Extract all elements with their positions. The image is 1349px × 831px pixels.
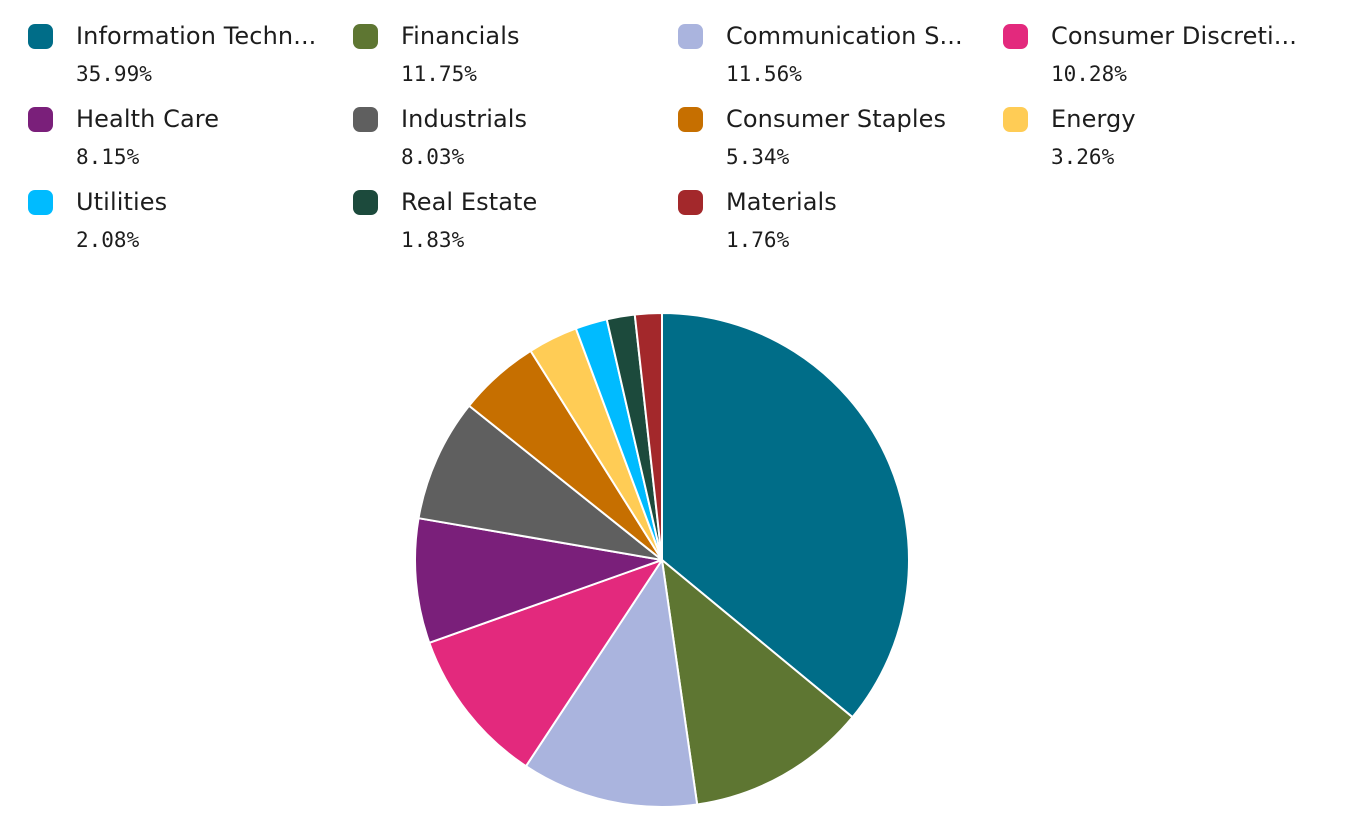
legend-label: Energy [1051, 105, 1136, 133]
legend-value: 8.03% [401, 145, 465, 169]
legend-value: 35.99% [76, 62, 152, 86]
pie-slice-financials[interactable] [661, 559, 854, 806]
chart-legend: Information Techn... 35.99% Financials 1… [28, 18, 1328, 268]
legend-label: Information Techn... [76, 22, 317, 50]
legend-swatch [28, 190, 53, 215]
legend-item-information-technology[interactable]: Information Techn... 35.99% [28, 18, 328, 88]
legend-item-energy[interactable]: Energy 3.26% [1003, 101, 1303, 171]
legend-swatch [28, 24, 53, 49]
legend-value: 5.34% [726, 145, 790, 169]
legend-swatch [1003, 24, 1028, 49]
legend-label: Utilities [76, 188, 168, 216]
legend-value: 2.08% [76, 228, 140, 252]
legend-item-industrials[interactable]: Industrials 8.03% [353, 101, 653, 171]
legend-label: Consumer Staples [726, 105, 947, 133]
legend-item-consumer-discretionary[interactable]: Consumer Discreti... 10.28% [1003, 18, 1303, 88]
legend-value: 1.76% [726, 228, 790, 252]
pie-slice-health-care[interactable] [414, 517, 663, 644]
legend-swatch [678, 107, 703, 132]
legend-swatch [1003, 107, 1028, 132]
legend-value: 8.15% [76, 145, 140, 169]
legend-value: 11.56% [726, 62, 802, 86]
legend-swatch [353, 190, 378, 215]
legend-value: 10.28% [1051, 62, 1127, 86]
legend-label: Financials [401, 22, 520, 50]
legend-item-utilities[interactable]: Utilities 2.08% [28, 184, 328, 254]
legend-label: Materials [726, 188, 837, 216]
legend-item-real-estate[interactable]: Real Estate 1.83% [353, 184, 653, 254]
pie-slice-information-techn[interactable] [661, 312, 910, 719]
legend-item-communication-services[interactable]: Communication S... 11.56% [678, 18, 978, 88]
pie-chart-container [410, 308, 914, 812]
legend-item-consumer-staples[interactable]: Consumer Staples 5.34% [678, 101, 978, 171]
legend-value: 3.26% [1051, 145, 1115, 169]
legend-label: Industrials [401, 105, 528, 133]
pie-slice-communication-s[interactable] [524, 559, 699, 808]
legend-item-health-care[interactable]: Health Care 8.15% [28, 101, 328, 171]
legend-swatch [28, 107, 53, 132]
legend-item-financials[interactable]: Financials 11.75% [353, 18, 653, 88]
legend-swatch [678, 24, 703, 49]
legend-swatch [678, 190, 703, 215]
pie-slice-materials[interactable] [633, 312, 663, 561]
legend-swatch [353, 24, 378, 49]
legend-value: 11.75% [401, 62, 477, 86]
legend-label: Real Estate [401, 188, 538, 216]
legend-value: 1.83% [401, 228, 465, 252]
legend-label: Health Care [76, 105, 220, 133]
legend-swatch [353, 107, 378, 132]
pie-slice-industrials[interactable] [417, 404, 663, 561]
pie-chart [414, 312, 910, 808]
legend-label: Communication S... [726, 22, 963, 50]
pie-slice-consumer-discreti[interactable] [428, 559, 663, 768]
legend-label: Consumer Discreti... [1051, 22, 1297, 50]
legend-item-materials[interactable]: Materials 1.76% [678, 184, 978, 254]
